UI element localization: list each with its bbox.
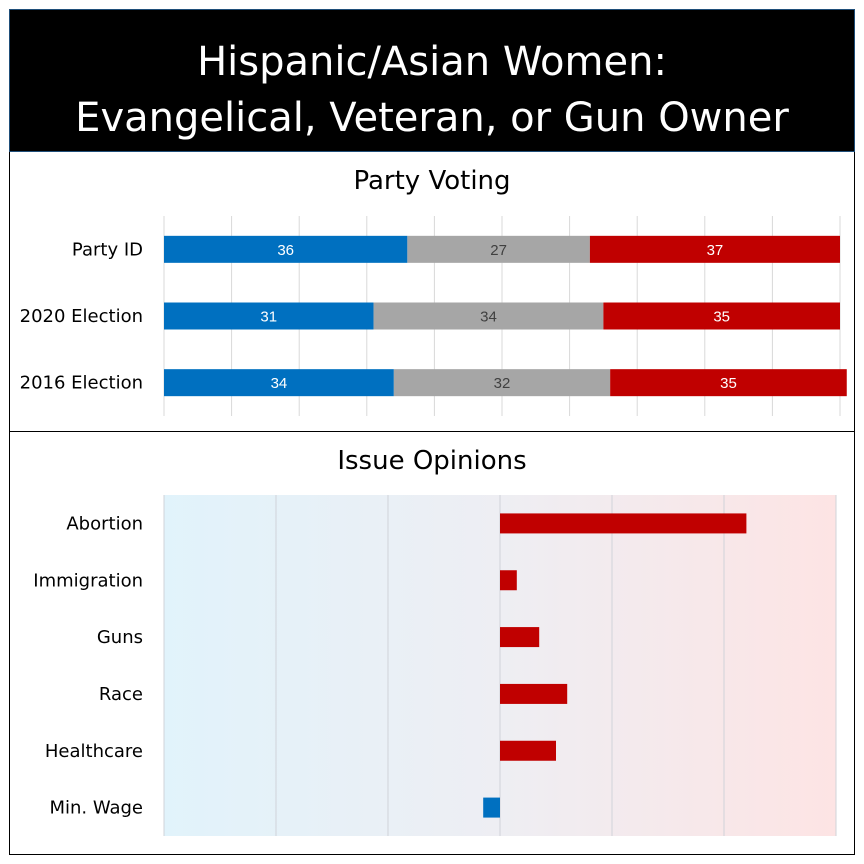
party-value-label: 35 [713,309,730,326]
party-bar-segment [589,235,840,263]
section-divider [9,431,855,432]
issue-label-race: Race [99,684,143,705]
title-line-2: Evangelical, Veteran, or Gun Owner [75,95,789,141]
party-label-party-id: Party ID [72,239,143,260]
party-bar-segment [164,369,394,397]
party-value-label: 36 [277,242,294,259]
issue-bar-immigration [500,570,517,591]
party-label-2016-election: 2016 Election [20,373,143,394]
issue-gridlines [163,495,837,836]
issue-bar-min-wage [483,797,500,818]
party-value-label: 34 [480,309,497,326]
party-value-label: 31 [260,309,277,326]
issue-bar-abortion [500,513,747,534]
party-label-2020-election: 2020 Election [20,306,143,327]
title-line-1: Hispanic/Asian Women: [197,39,667,85]
party-bar-segment [164,302,374,330]
party-bar-segment [407,235,590,263]
title-banner: Hispanic/Asian Women: Evangelical, Veter… [9,9,855,152]
party-bar-segment [603,302,840,330]
issue-bar-guns [500,627,540,648]
party-bar-segment [393,369,611,397]
issue-label-healthcare: Healthcare [45,741,143,762]
party-bars: 36 27 37 31 34 35 34 32 35 [164,235,847,397]
issue-label-guns: Guns [97,627,143,648]
party-value-label: 34 [271,375,288,392]
party-bar-segment [373,302,604,330]
party-bar-segment [164,235,408,263]
issue-label-immigration: Immigration [33,570,143,591]
issue-opinions-title: Issue Opinions [337,446,527,476]
issue-category-labels: Abortion Immigration Guns Race Healthcare Min… [33,513,143,818]
issue-bar-race [500,683,568,704]
issue-label-min-wage: Min. Wage [49,798,143,819]
party-value-label: 27 [490,242,507,259]
party-value-label: 32 [494,375,511,392]
party-bar-segment [610,369,847,397]
party-category-labels: Party ID 2020 Election 2016 Election [20,239,143,393]
party-value-label: 37 [707,242,724,259]
party-value-label: 35 [720,375,737,392]
issue-bar-healthcare [500,740,556,761]
issue-label-abortion: Abortion [66,513,143,534]
issue-bars [483,513,747,818]
party-voting-title: Party Voting [353,166,511,196]
